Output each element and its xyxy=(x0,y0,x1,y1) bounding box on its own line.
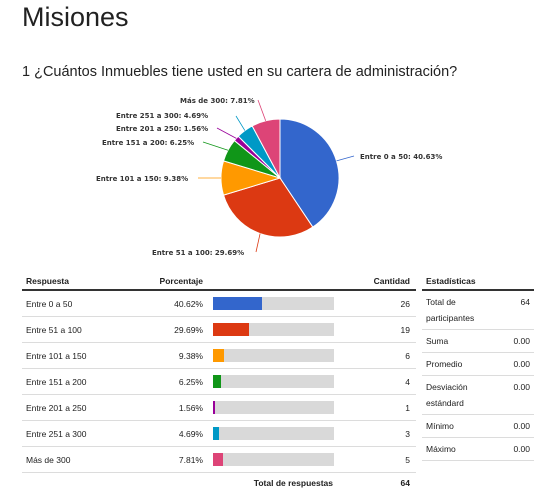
statistics-table: Estadísticas Total de participantes 64 Sum… xyxy=(422,272,534,461)
pie-leader-line xyxy=(235,115,246,131)
response-table: Respuesta Porcentaje Cantidad Entre 0 a … xyxy=(22,272,416,493)
statistic-value: 0.00 xyxy=(506,437,534,461)
header-percentage: Porcentaje xyxy=(147,272,209,291)
header-bar xyxy=(209,272,341,291)
row-bar-cell xyxy=(209,394,341,421)
table-row: Entre 0 a 50 40.62% 26 xyxy=(22,290,416,317)
row-count: 26 xyxy=(341,290,416,317)
statistic-label: Mínimo xyxy=(422,414,506,438)
statistic-value: 64 xyxy=(506,290,534,330)
percentage-bar-fill xyxy=(213,297,263,310)
table-row: Entre 101 a 150 9.38% 6 xyxy=(22,342,416,369)
percentage-bar-fill xyxy=(213,427,219,440)
pie-leader-line xyxy=(336,155,355,162)
row-bar-cell xyxy=(209,420,341,447)
pie-slice-label: Entre 251 a 300: 4.69% xyxy=(116,112,208,120)
percentage-bar-fill xyxy=(213,349,225,362)
row-percentage: 6.25% xyxy=(147,368,209,395)
pie-slice-label: Entre 51 a 100: 29.69% xyxy=(152,249,244,257)
percentage-bar xyxy=(213,427,334,440)
statistic-label: Total de participantes xyxy=(422,290,506,330)
total-row: Total de respuestas 64 xyxy=(22,473,416,494)
statistic-row: Suma 0.00 xyxy=(422,329,534,353)
row-response: Entre 51 a 100 xyxy=(22,316,147,343)
statistic-row: Máximo 0.00 xyxy=(422,437,534,461)
pie-leader-line xyxy=(257,99,267,121)
row-bar-cell xyxy=(209,446,341,473)
pie-slice xyxy=(251,118,281,179)
pie-slice-label: Entre 101 a 150: 9.38% xyxy=(96,175,188,183)
table-row: Más de 300 7.81% 5 xyxy=(22,446,416,473)
statistic-label: Suma xyxy=(422,329,506,353)
question-title: 1 ¿Cuántos Inmuebles tiene usted en su c… xyxy=(22,64,458,80)
pie-slice-label: Entre 0 a 50: 40.63% xyxy=(360,153,442,161)
pie-leader-line xyxy=(202,141,229,151)
statistics-header: Estadísticas xyxy=(422,272,534,291)
statistic-label: Máximo xyxy=(422,437,506,461)
table-row: Entre 151 a 200 6.25% 4 xyxy=(22,368,416,395)
percentage-bar-fill xyxy=(213,453,223,466)
row-count: 3 xyxy=(341,420,416,447)
row-response: Entre 151 a 200 xyxy=(22,368,147,395)
statistic-row: Total de participantes 64 xyxy=(422,290,534,330)
response-table-header: Respuesta Porcentaje Cantidad xyxy=(22,272,416,291)
pie-leader-line xyxy=(255,233,261,253)
percentage-bar xyxy=(213,323,334,336)
row-percentage: 9.38% xyxy=(147,342,209,369)
statistic-value: 0.00 xyxy=(506,414,534,438)
total-label: Total de respuestas xyxy=(253,478,333,488)
pie-leader-line xyxy=(216,127,237,139)
total-value: 64 xyxy=(400,478,410,488)
row-percentage: 29.69% xyxy=(147,316,209,343)
statistic-label: Desviación estándard xyxy=(422,375,506,415)
row-response: Entre 101 a 150 xyxy=(22,342,147,369)
row-percentage: 7.81% xyxy=(147,446,209,473)
row-percentage: 40.62% xyxy=(147,290,209,317)
row-percentage: 4.69% xyxy=(147,420,209,447)
row-percentage: 1.56% xyxy=(147,394,209,421)
statistic-row: Promedio 0.00 xyxy=(422,352,534,376)
row-count: 5 xyxy=(341,446,416,473)
percentage-bar xyxy=(213,453,334,466)
row-response: Entre 0 a 50 xyxy=(22,290,147,317)
header-count: Cantidad xyxy=(341,272,416,291)
statistic-label: Promedio xyxy=(422,352,506,376)
percentage-bar-fill xyxy=(213,323,249,336)
statistic-value: 0.00 xyxy=(506,375,534,415)
percentage-bar xyxy=(213,349,334,362)
pie-slice xyxy=(222,177,314,238)
row-count: 19 xyxy=(341,316,416,343)
row-count: 1 xyxy=(341,394,416,421)
row-response: Entre 201 a 250 xyxy=(22,394,147,421)
page-title: Misiones xyxy=(22,2,129,32)
statistic-row: Mínimo 0.00 xyxy=(422,414,534,438)
pie-slice-label: Entre 151 a 200: 6.25% xyxy=(102,139,194,147)
row-bar-cell xyxy=(209,316,341,343)
header-response: Respuesta xyxy=(22,272,147,291)
table-row: Entre 251 a 300 4.69% 3 xyxy=(22,420,416,447)
statistic-row: Desviación estándard 0.00 xyxy=(422,375,534,415)
table-row: Entre 51 a 100 29.69% 19 xyxy=(22,316,416,343)
statistic-value: 0.00 xyxy=(506,352,534,376)
row-count: 4 xyxy=(341,368,416,395)
row-bar-cell xyxy=(209,368,341,395)
percentage-bar xyxy=(213,297,334,310)
statistics-header-row: Estadísticas xyxy=(422,272,534,291)
pie-slice-label: Entre 201 a 250: 1.56% xyxy=(116,125,208,133)
row-response: Entre 251 a 300 xyxy=(22,420,147,447)
row-bar-cell xyxy=(209,342,341,369)
statistic-value: 0.00 xyxy=(506,329,534,353)
percentage-bar-fill xyxy=(213,375,221,388)
row-count: 6 xyxy=(341,342,416,369)
pie-chart: Entre 0 a 50: 40.63% Entre 51 a 100: 29.6… xyxy=(96,97,442,257)
percentage-bar xyxy=(213,375,334,388)
row-bar-cell xyxy=(209,290,341,317)
pie-slice-label: Más de 300: 7.81% xyxy=(180,97,255,105)
table-row: Entre 201 a 250 1.56% 1 xyxy=(22,394,416,421)
percentage-bar xyxy=(213,401,334,414)
percentage-bar-fill xyxy=(213,401,215,414)
row-response: Más de 300 xyxy=(22,446,147,473)
